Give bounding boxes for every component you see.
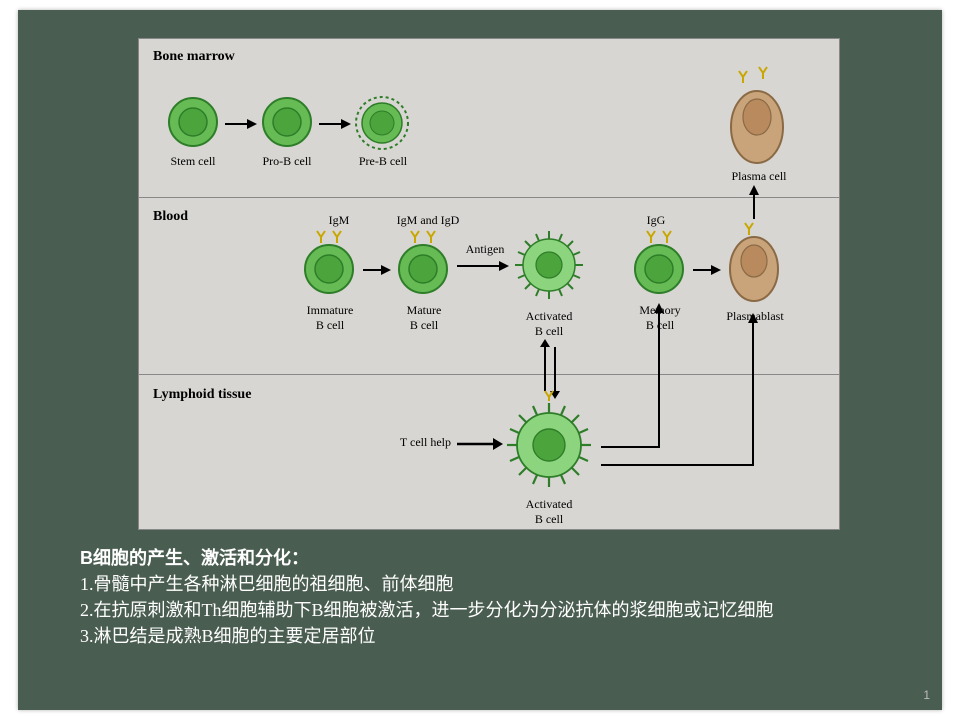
arrow-prob-to-preb — [317, 117, 351, 131]
preb-cell-label: Pre-B cell — [349, 154, 417, 169]
arrow-mature-to-activated — [455, 259, 509, 273]
igm-igd-label: IgM and IgD — [383, 213, 473, 228]
plasma-cell-icon — [723, 69, 795, 169]
mature-bcell-icon — [393, 229, 453, 301]
prob-cell-icon — [259, 94, 315, 150]
region-bone-marrow-label: Bone marrow — [153, 49, 235, 65]
tcell-help-label: T cell help — [375, 435, 451, 450]
antigen-label: Antigen — [457, 242, 513, 257]
mature-bcell-label: Mature B cell — [389, 303, 459, 333]
caption-block: B细胞的产生、激活和分化： 1.骨髓中产生各种淋巴细胞的祖细胞、前体细胞 2.在… — [80, 545, 900, 649]
arrow-stem-to-prob — [223, 117, 257, 131]
memory-bcell-icon — [629, 229, 689, 301]
arrow-tcell-help — [455, 437, 503, 451]
caption-line-1: 1.骨髓中产生各种淋巴细胞的祖细胞、前体细胞 — [80, 571, 900, 597]
divider-1 — [139, 197, 839, 198]
region-blood-label: Blood — [153, 209, 188, 225]
caption-line-2: 2.在抗原刺激和Th细胞辅助下B细胞被激活，进一步分化为分泌抗体的浆细胞或记忆细… — [80, 597, 900, 623]
arrow-plasmablast-to-plasma — [747, 185, 761, 221]
stem-cell-label: Stem cell — [159, 154, 227, 169]
activated-bcell-blood-icon — [509, 225, 589, 305]
immature-bcell-label: Immature B cell — [295, 303, 365, 333]
arrow-activated-double — [537, 339, 561, 399]
stem-cell-icon — [165, 94, 221, 150]
caption-title: B细胞的产生、激活和分化： — [80, 545, 900, 571]
activated-bcell-lymphoid-label: Activated B cell — [511, 497, 587, 527]
page-number: 1 — [923, 688, 930, 702]
plasma-cell-label: Plasma cell — [721, 169, 797, 184]
arrow-immature-to-mature — [361, 263, 391, 277]
bcell-diagram: Bone marrow Blood Lymphoid tissue Stem c… — [138, 38, 840, 530]
arrow-lymph-to-plasmablast — [597, 311, 761, 469]
igm-label: IgM — [319, 213, 359, 228]
activated-bcell-lymphoid-icon — [501, 397, 597, 493]
preb-cell-icon — [353, 94, 411, 152]
arrow-memory-to-plasmablast — [691, 263, 721, 277]
region-lymphoid-label: Lymphoid tissue — [153, 387, 251, 403]
igg-label: IgG — [636, 213, 676, 228]
slide: Bone marrow Blood Lymphoid tissue Stem c… — [18, 10, 942, 710]
prob-cell-label: Pro-B cell — [253, 154, 321, 169]
immature-bcell-icon — [299, 229, 359, 301]
caption-line-3: 3.淋巴结是成熟B细胞的主要定居部位 — [80, 623, 900, 649]
activated-bcell-blood-label: Activated B cell — [513, 309, 585, 339]
plasmablast-icon — [723, 221, 785, 307]
